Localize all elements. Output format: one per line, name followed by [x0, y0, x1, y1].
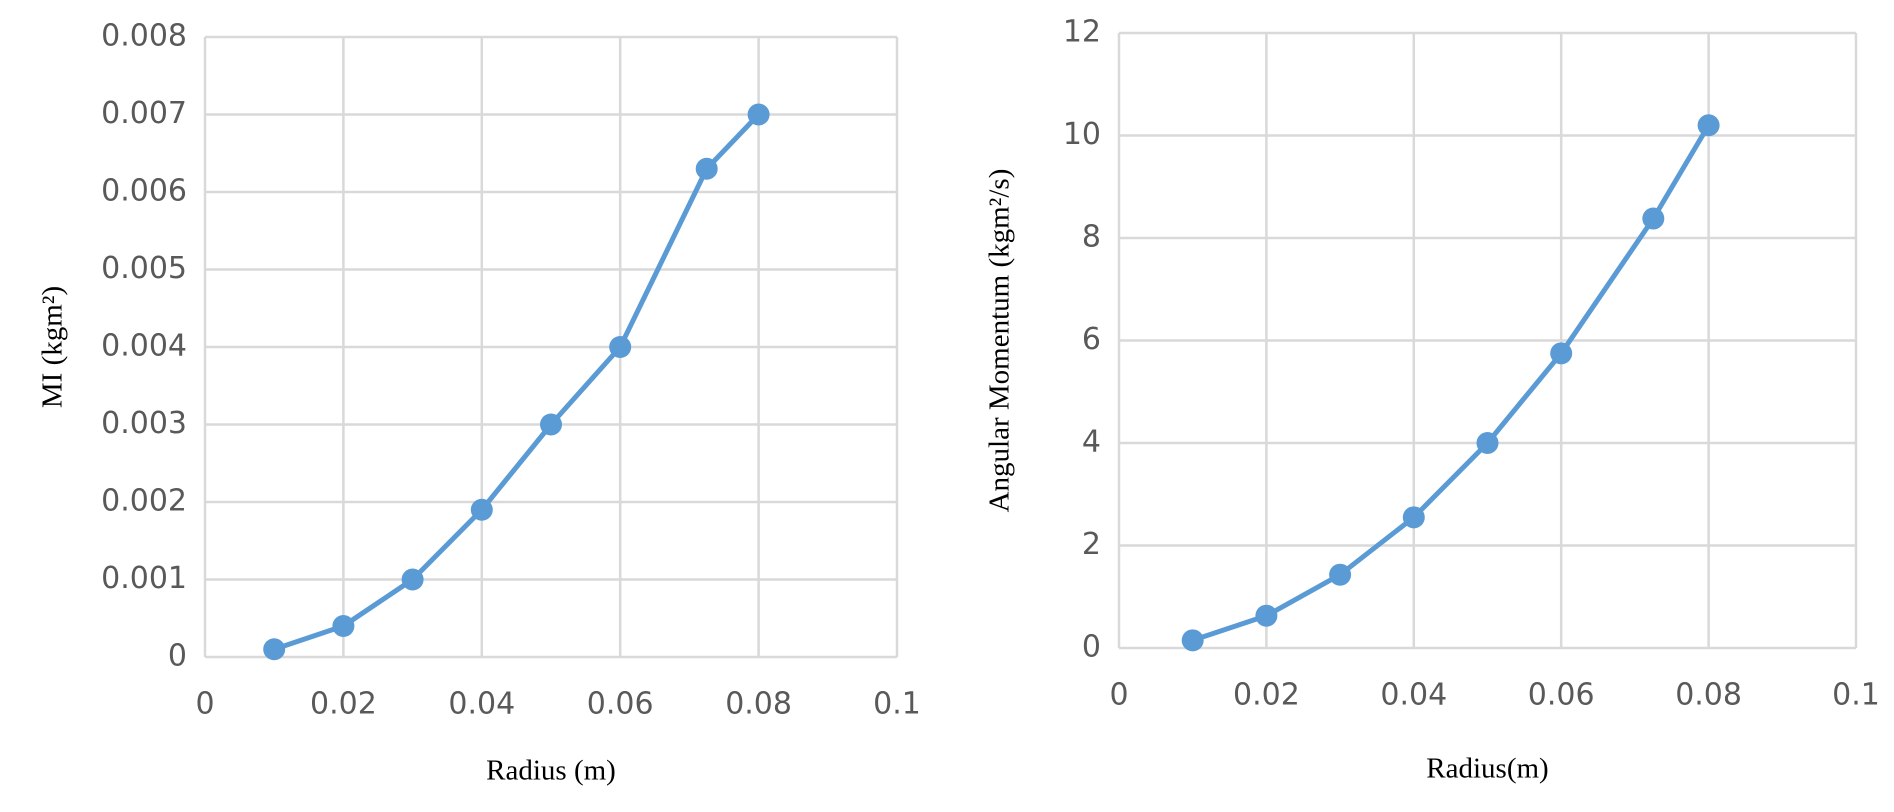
x-tick-label: 0.04 — [448, 687, 515, 722]
y-tick-label: 0 — [168, 639, 187, 674]
data-point — [470, 498, 493, 521]
data-point — [401, 568, 424, 591]
data-point — [747, 103, 770, 126]
data-point — [1255, 604, 1278, 627]
x-tick-label: 0.02 — [310, 687, 377, 722]
y-tick-label: 0 — [1082, 630, 1101, 665]
x-tick-label: 0.06 — [1528, 678, 1595, 713]
x-axis-title: Radius(m) — [1426, 753, 1548, 785]
data-point — [1476, 432, 1499, 454]
y-tick-label: 0.005 — [101, 251, 187, 286]
x-tick-label: 0.08 — [1675, 678, 1742, 713]
x-tick-label: 0.1 — [1832, 678, 1880, 713]
data-point — [609, 336, 632, 358]
y-tick-label: 0.004 — [101, 329, 187, 364]
x-tick-label: 0.08 — [725, 687, 792, 722]
y-tick-label: 10 — [1063, 117, 1101, 152]
y-tick-label: 0.003 — [101, 406, 187, 441]
x-tick-label: 0 — [1109, 678, 1128, 713]
y-tick-label: 0.007 — [101, 96, 187, 131]
y-tick-label: 6 — [1082, 322, 1101, 357]
data-line — [273, 112, 761, 652]
data-point — [1697, 114, 1720, 137]
data-point — [1550, 342, 1573, 365]
x-tick-label: 0.1 — [873, 687, 921, 722]
y-axis-title: MI (kgm²) — [37, 286, 69, 408]
y-tick-label: 12 — [1063, 15, 1101, 50]
x-tick-label: 0.04 — [1380, 678, 1447, 713]
y-tick-label: 0.006 — [101, 174, 187, 209]
data-line — [1191, 123, 1711, 643]
data-point — [1402, 506, 1425, 529]
y-tick-label: 4 — [1082, 425, 1101, 460]
data-point — [695, 157, 718, 180]
x-axis-title: Radius (m) — [486, 755, 616, 787]
y-axis-title: Angular Momentum (kgm²/s) — [984, 169, 1016, 513]
y-tick-label: 2 — [1082, 527, 1101, 562]
data-point — [540, 413, 562, 436]
data-point — [1181, 629, 1204, 652]
y-tick-label: 0.001 — [101, 561, 187, 596]
y-tick-label: 0.008 — [101, 19, 187, 54]
y-tick-label: 0.002 — [101, 484, 187, 519]
data-point — [1642, 207, 1665, 230]
x-tick-label: 0.06 — [587, 687, 654, 722]
data-point — [263, 638, 286, 661]
x-tick-label: 0 — [195, 687, 214, 722]
data-point — [332, 615, 355, 637]
x-tick-label: 0.02 — [1233, 678, 1300, 713]
y-tick-label: 8 — [1082, 220, 1101, 255]
data-point — [1329, 563, 1352, 586]
